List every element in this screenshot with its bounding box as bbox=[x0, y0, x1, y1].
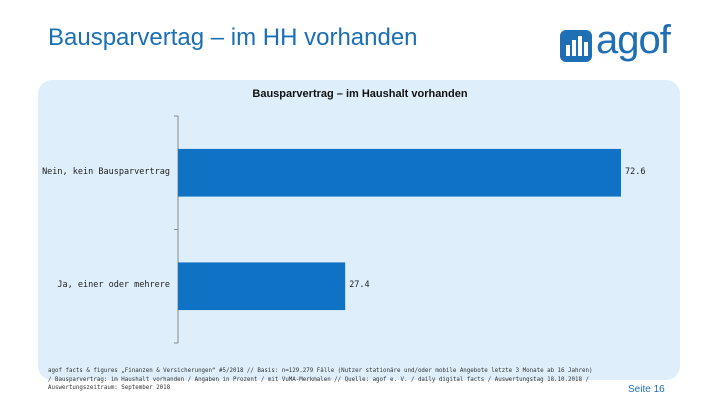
footnote: agof facts & figures „Finanzen & Versich… bbox=[48, 367, 628, 393]
chart-title: Bausparvertrag – im Haushalt vorhanden bbox=[252, 88, 468, 100]
footnote-line: Auswertungszeitraum: September 2018 bbox=[48, 385, 171, 392]
bar-ja bbox=[178, 262, 346, 311]
slide-title: Bausparvertag – im HH vorhanden bbox=[48, 24, 418, 51]
agof-logo-text: agof bbox=[596, 18, 671, 62]
footnote-line: agof facts & figures „Finanzen & Versich… bbox=[48, 368, 593, 374]
agof-logo: agof bbox=[560, 18, 678, 68]
footnote-line: / Bausparvertrag: im Haushalt vorhanden … bbox=[48, 376, 589, 383]
agof-logo-icon bbox=[560, 30, 592, 62]
category-label-ja: Ja, einer oder mehrere bbox=[57, 280, 170, 291]
category-label-nein: Nein, kein Bausparvertrag bbox=[42, 166, 170, 177]
chart-panel bbox=[38, 80, 680, 380]
value-label-nein: 72.6 bbox=[625, 166, 646, 177]
bar-nein bbox=[178, 148, 621, 197]
page-number: Seite 16 bbox=[628, 384, 665, 395]
value-label-ja: 27.4 bbox=[349, 280, 370, 291]
